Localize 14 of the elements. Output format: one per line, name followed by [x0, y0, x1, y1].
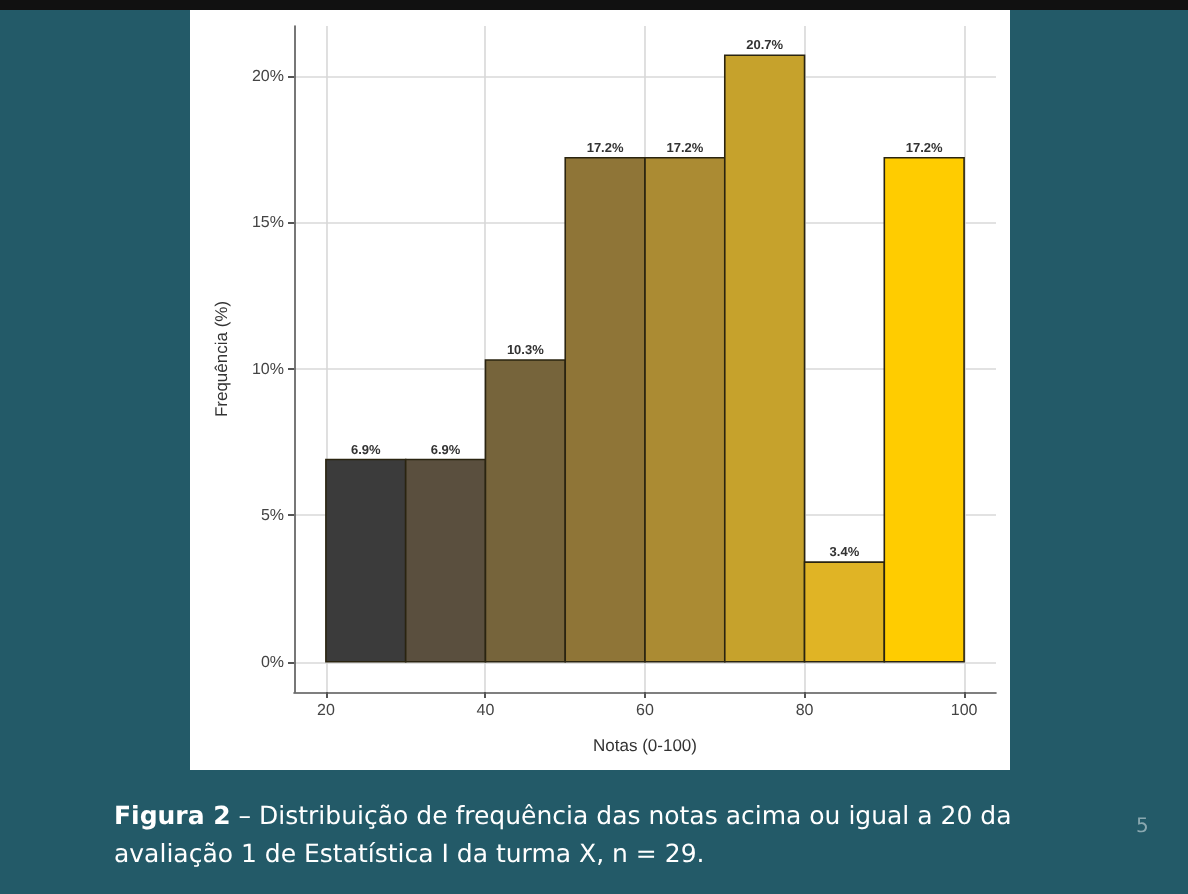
- y-tick-label: 20%: [251, 66, 284, 85]
- y-tick-label: 15%: [251, 213, 284, 232]
- text: Figura 2: [114, 800, 231, 830]
- x-tick-label: 100: [950, 701, 979, 719]
- y-tick-label: 0%: [260, 652, 284, 671]
- y-tick-label: 5%: [260, 506, 284, 525]
- x-tick-label: 40: [476, 701, 496, 719]
- x-tick-label: 20: [317, 701, 336, 719]
- text: 5: [1136, 816, 1149, 838]
- x-tick-label: 60: [636, 701, 655, 719]
- x-tick-label: 80: [795, 701, 815, 719]
- y-axis-title: Frequência (%): [211, 300, 232, 418]
- y-tick-label: 10%: [251, 359, 284, 378]
- x-axis-title: Notas (0-100): [593, 735, 698, 755]
